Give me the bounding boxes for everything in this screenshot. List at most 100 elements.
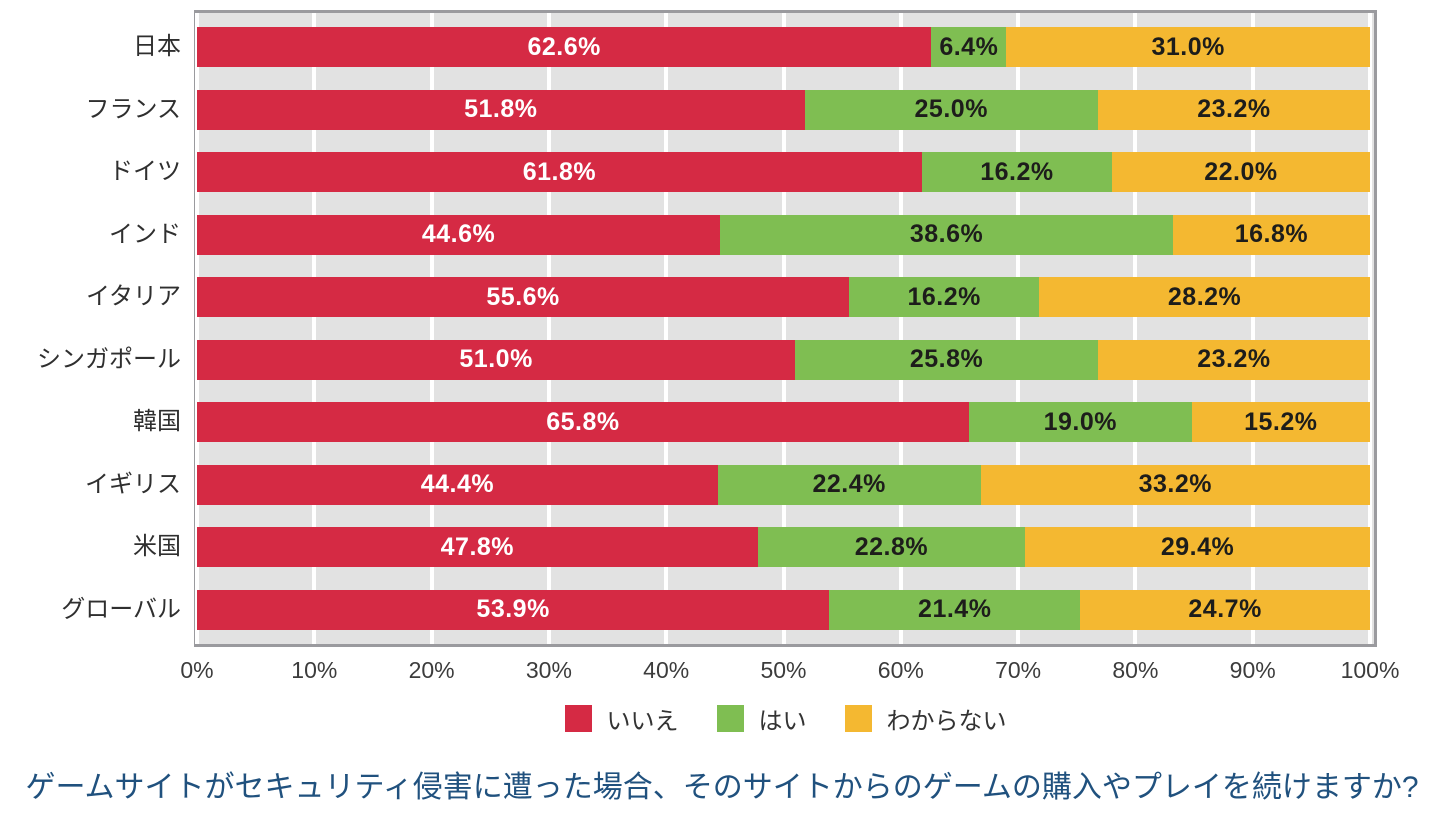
legend-label-yes: はい: [758, 708, 807, 735]
grid-line: [195, 13, 199, 644]
legend-swatch-dont-know: [844, 705, 872, 732]
bar-segment-yes: 38.6%: [720, 214, 1173, 255]
bar-segment-yes: 21.4%: [829, 589, 1081, 630]
bar-segment-dont-know: 23.2%: [1097, 89, 1370, 130]
bar-value-label: 21.4%: [918, 595, 992, 624]
bar-segment-no: 47.8%: [197, 527, 758, 568]
x-axis: 0% 10% 20% 30% 40% 50% 60% 70% 80% 90% 100%: [180, 647, 1399, 685]
bar-value-label: 38.6%: [909, 220, 984, 249]
bar-row: 51.8% 25.0% 23.2%: [197, 89, 1370, 130]
category-axis: 日本フランスドイツインドイタリアシンガポール韓国イギリス米国グローバル: [0, 10, 194, 647]
grid-line: [429, 13, 434, 644]
bar-value-label: 51.8%: [464, 95, 538, 124]
x-axis-tick: 0%: [180, 657, 214, 683]
legend-swatch-no: [564, 705, 592, 732]
bar-value-label: 15.2%: [1244, 407, 1318, 436]
chart-caption: ゲームサイトがセキュリティ侵害に遭った場合、そのサイトからのゲームの購入やプレイ…: [25, 771, 1419, 804]
category-label: ドイツ: [109, 158, 181, 186]
bar-segment-dont-know: 23.2%: [1097, 339, 1370, 380]
bar-value-label: 28.2%: [1167, 282, 1242, 311]
bar-value-label: 23.2%: [1197, 345, 1271, 374]
bar-segment-yes: 22.4%: [717, 464, 981, 505]
bar-value-label: 61.8%: [522, 157, 597, 186]
category-label: グローバル: [61, 595, 181, 623]
bar-row: 61.8% 16.2% 22.0%: [197, 152, 1370, 193]
grid-line: [1368, 13, 1372, 644]
bar-segment-no: 51.8%: [197, 89, 805, 130]
bar-segment-dont-know: 28.2%: [1039, 277, 1370, 318]
grid-line: [1016, 13, 1021, 644]
bar-value-label: 51.0%: [459, 345, 533, 374]
grid-line: [1250, 13, 1255, 644]
gridlines: [195, 13, 1372, 644]
bar-value-label: 23.2%: [1197, 95, 1271, 124]
bar-value-label: 65.8%: [546, 407, 620, 436]
bar-row: 55.6% 16.2% 28.2%: [197, 277, 1370, 318]
x-axis-tick: 10%: [291, 657, 338, 683]
bar-value-label: 44.4%: [420, 470, 495, 499]
category-label: イタリア: [85, 283, 181, 311]
bar-value-label: 16.2%: [980, 157, 1054, 186]
bar-value-label: 31.0%: [1151, 32, 1225, 61]
grid-line: [312, 13, 317, 644]
bar-segment-dont-know: 29.4%: [1025, 527, 1370, 568]
bar-segment-no: 62.6%: [197, 27, 932, 67]
category-label: インド: [109, 220, 181, 248]
bar-segment-yes: 16.2%: [921, 152, 1112, 193]
bar-segment-no: 61.8%: [197, 152, 922, 193]
plot-area: 62.6% 6.4% 31.0% 51.8% 25.0% 23.2% 61.8% 16.2% 2…: [194, 10, 1377, 647]
category-label: 米国: [133, 533, 181, 561]
bar-value-label: 24.7%: [1188, 595, 1262, 624]
bar-segment-yes: 16.2%: [849, 277, 1040, 318]
bar-value-label: 53.9%: [476, 595, 550, 624]
bar-value-label: 44.6%: [421, 220, 496, 249]
x-axis-tick: 90%: [1229, 657, 1276, 683]
bar-value-label: 22.8%: [854, 532, 929, 561]
legend-swatch-yes: [716, 705, 744, 732]
grid-line: [546, 13, 551, 644]
x-axis-tick: 20%: [408, 657, 455, 683]
bar-value-label: 6.4%: [939, 32, 999, 61]
x-axis-tick: 100%: [1340, 657, 1400, 683]
bar-segment-yes: 25.0%: [804, 89, 1098, 130]
legend-label-no: いいえ: [606, 708, 679, 735]
bar-value-label: 22.0%: [1204, 157, 1278, 186]
grid-line: [664, 13, 669, 644]
bar-row: 44.4% 22.4% 33.2%: [197, 464, 1370, 505]
x-axis-tick: 80%: [1112, 657, 1159, 683]
bar-segment-no: 44.6%: [197, 214, 721, 255]
bar-segment-dont-know: 33.2%: [980, 464, 1370, 505]
bar-segment-no: 55.6%: [197, 277, 850, 318]
bar-segment-dont-know: 16.8%: [1172, 214, 1370, 255]
x-axis-tick: 40%: [643, 657, 690, 683]
bar-value-label: 16.8%: [1234, 220, 1309, 249]
x-axis-tick: 70%: [995, 657, 1042, 683]
bar-segment-dont-know: 31.0%: [1006, 27, 1370, 67]
bar-value-label: 25.8%: [909, 345, 984, 374]
category-label: イギリス: [85, 470, 181, 498]
bar-segment-yes: 22.8%: [757, 527, 1026, 568]
bar-row: 65.8% 19.0% 15.2%: [197, 402, 1370, 443]
bar-segment-no: 65.8%: [197, 402, 969, 443]
category-label: シンガポール: [37, 345, 181, 373]
legend: いいえ はい わからない: [197, 701, 1374, 736]
legend-label-dont-know: わからない: [886, 708, 1007, 735]
bar-row: 62.6% 6.4% 31.0%: [197, 27, 1370, 67]
category-label: フランス: [85, 95, 181, 123]
bar-segment-yes: 19.0%: [968, 402, 1192, 443]
grid-line: [1133, 13, 1138, 644]
bar-segment-yes: 6.4%: [931, 27, 1007, 67]
bar-segment-dont-know: 15.2%: [1191, 402, 1370, 443]
bar-row: 51.0% 25.8% 23.2%: [197, 339, 1370, 380]
bar-value-label: 22.4%: [812, 470, 886, 499]
legend-item-no: いいえ: [564, 701, 679, 736]
category-label: 日本: [133, 33, 181, 60]
bar-segment-dont-know: 24.7%: [1080, 589, 1370, 630]
x-axis-tick: 30%: [525, 657, 572, 683]
legend-item-yes: はい: [716, 701, 807, 736]
bars-container: 62.6% 6.4% 31.0% 51.8% 25.0% 23.2% 61.8% 16.2% 2…: [197, 13, 1370, 644]
category-label: 韓国: [133, 408, 181, 436]
bar-row: 47.8% 22.8% 29.4%: [197, 527, 1370, 568]
bar-segment-no: 53.9%: [197, 589, 830, 630]
